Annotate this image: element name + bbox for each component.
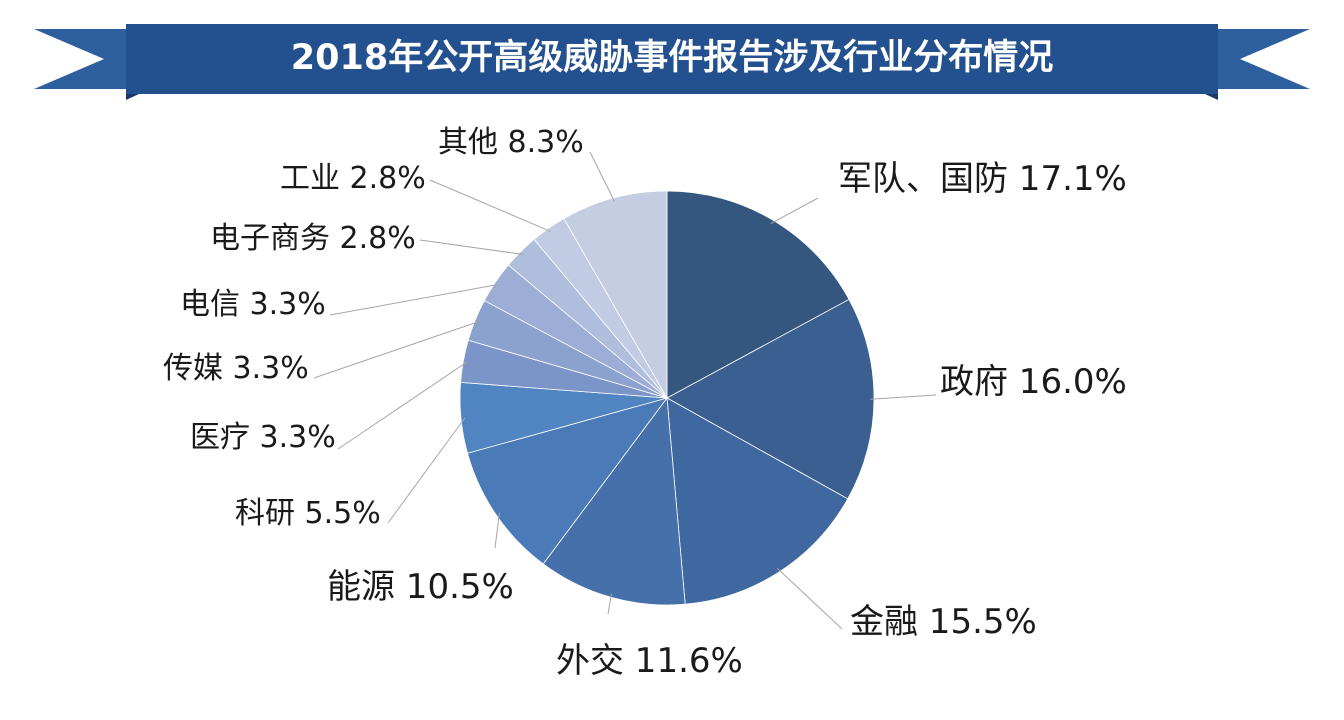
banner-right-ribbon (1218, 29, 1310, 89)
leader-line-8 (313, 321, 480, 379)
slice-label-2: 政府 16.0% (940, 362, 1127, 402)
leader-line-1 (770, 197, 819, 225)
slice-label-7: 医疗 3.3% (190, 420, 336, 455)
slice-label-11: 工业 2.8% (280, 161, 426, 196)
leader-line-11 (429, 179, 551, 233)
slice-label-12: 其他 8.3% (438, 125, 584, 160)
pie-slice-12 (563, 190, 668, 400)
banner-band (126, 24, 1218, 94)
leader-line-2 (869, 394, 937, 400)
slice-label-9: 电信 3.3% (180, 287, 326, 322)
slice-label-10: 电子商务 2.8% (210, 221, 416, 256)
leader-line-7 (337, 361, 468, 450)
slice-labels: 军队、国防 17.1% 政府 16.0% 金融 15.5% 外交 11.6% 能源 10… (163, 125, 1127, 681)
leader-line-4 (607, 593, 613, 615)
leader-lines (313, 151, 937, 630)
leader-line-9 (329, 283, 499, 316)
pie-slices (459, 190, 875, 606)
slice-label-8: 传媒 3.3% (163, 351, 309, 386)
leader-line-10 (419, 239, 524, 255)
title-banner (34, 24, 1310, 100)
slice-label-5: 能源 10.5% (327, 567, 514, 607)
chart-title: 2018年公开高级威胁事件报告涉及行业分布情况 (290, 38, 1054, 78)
banner-left-ribbon (34, 29, 126, 89)
slice-label-6: 科研 5.5% (235, 496, 381, 531)
leader-line-5 (494, 512, 500, 549)
slice-label-4: 外交 11.6% (556, 641, 743, 681)
leader-line-6 (387, 417, 466, 524)
slice-label-1: 军队、国防 17.1% (838, 159, 1127, 199)
leader-line-3 (777, 568, 843, 630)
slice-label-3: 金融 15.5% (850, 602, 1037, 642)
pie-slice-3 (666, 397, 849, 605)
pie-slice-1 (666, 190, 850, 399)
leader-line-12 (589, 151, 616, 203)
